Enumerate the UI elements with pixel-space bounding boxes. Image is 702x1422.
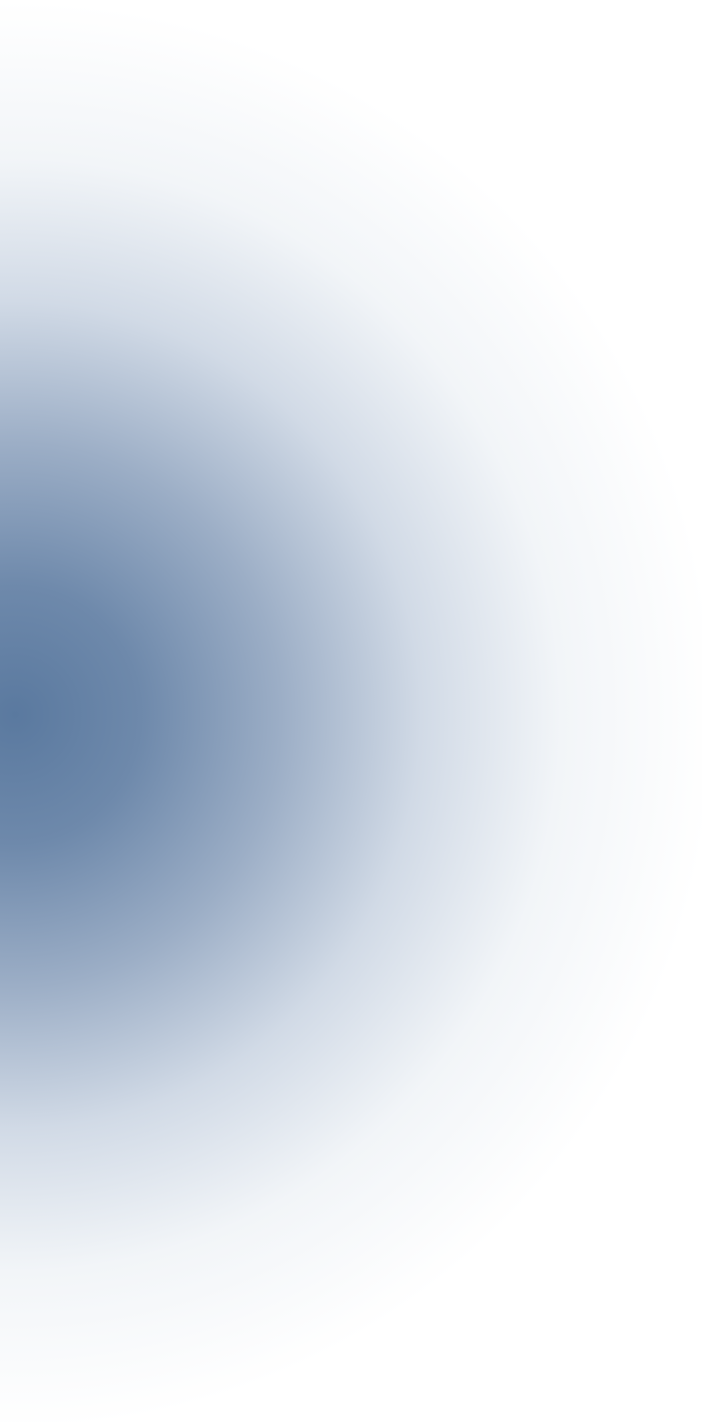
- background: [0, 0, 702, 1422]
- page: {} (() => { const data = JSON.parse(docu…: [0, 0, 702, 1422]
- radial-glow: [0, 0, 702, 1422]
